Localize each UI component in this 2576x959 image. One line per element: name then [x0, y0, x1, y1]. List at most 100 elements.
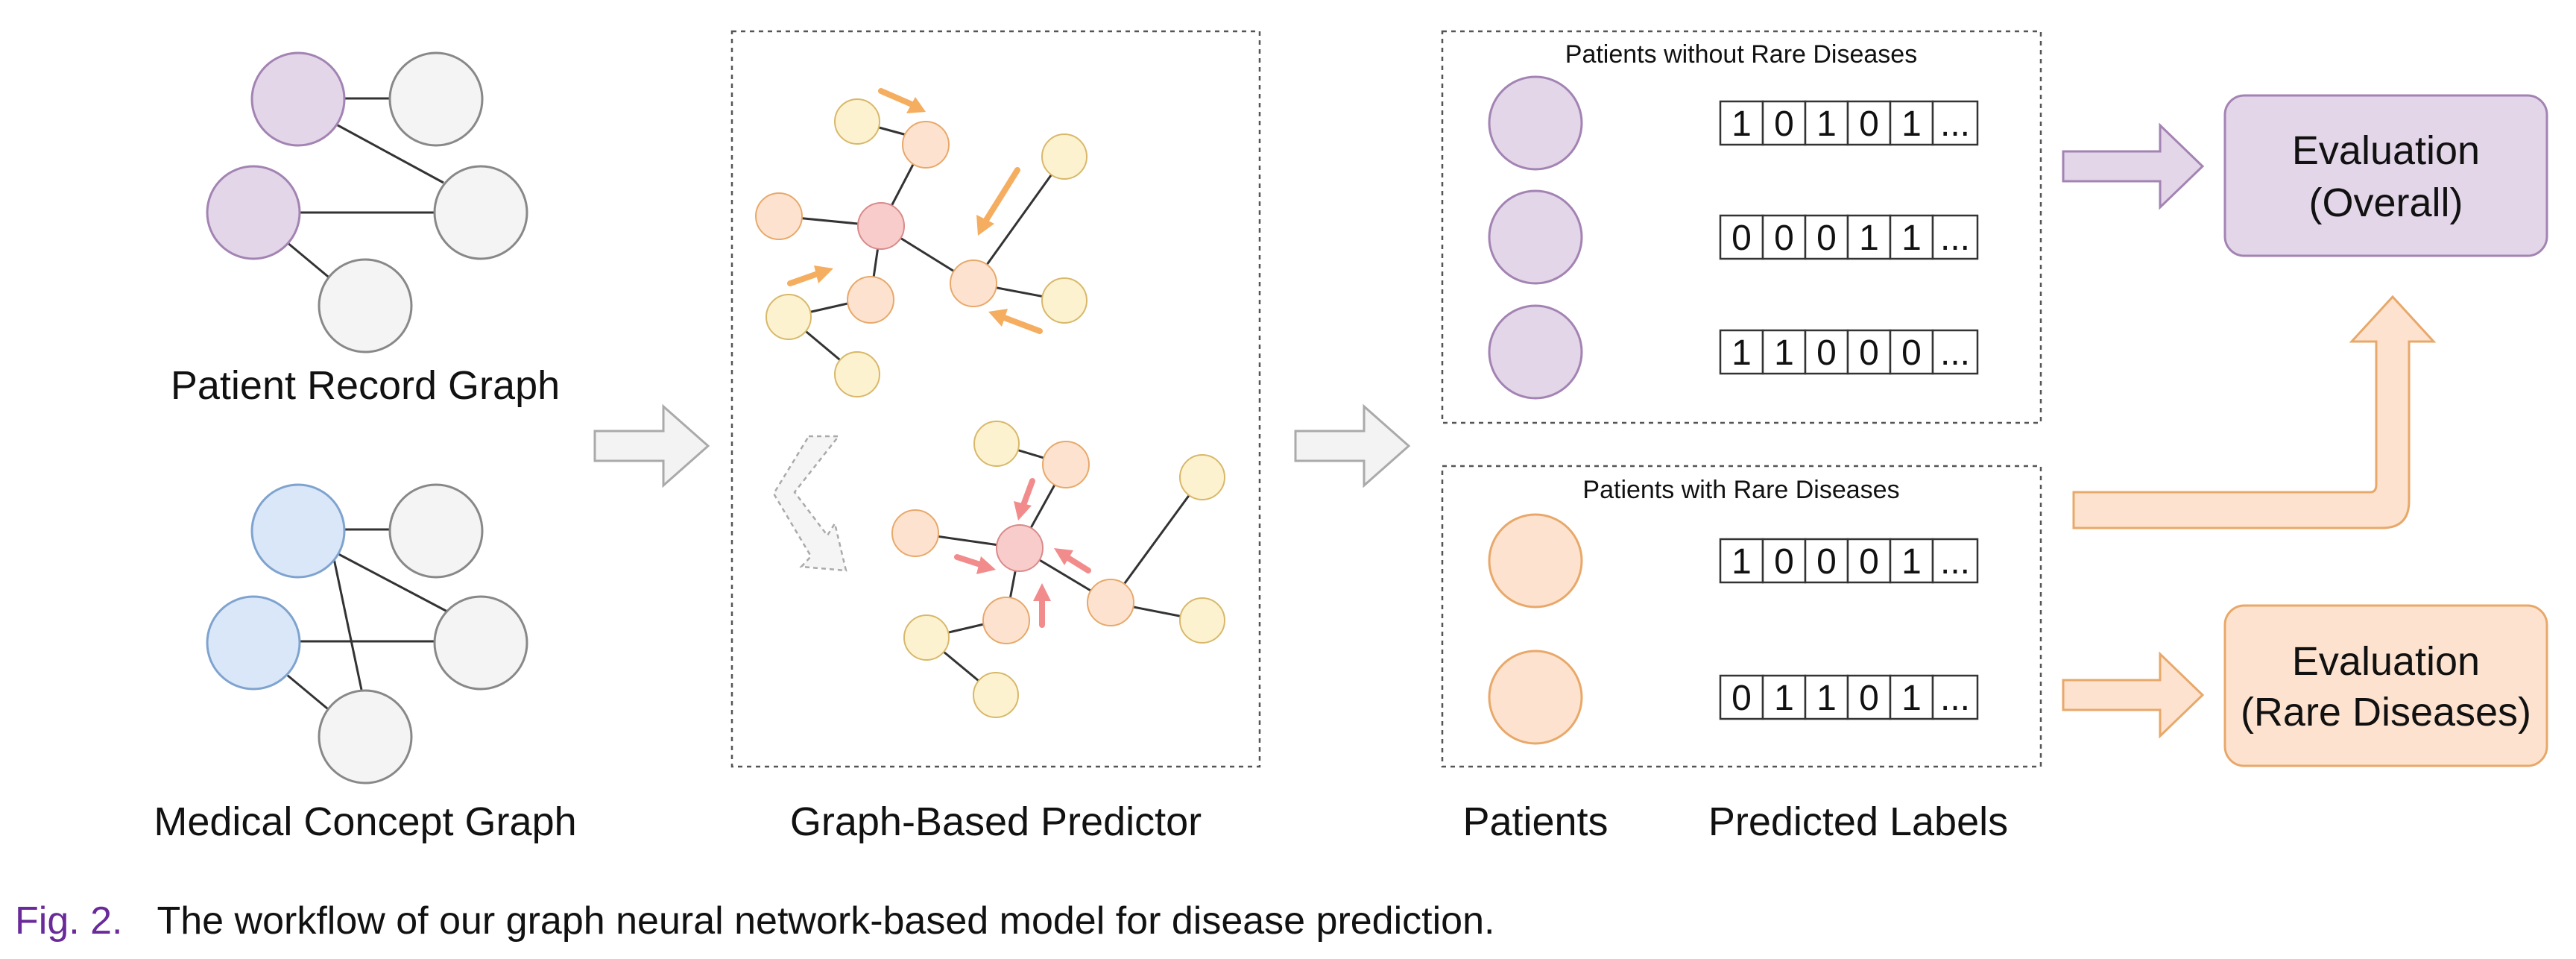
label-cell	[1804, 214, 1849, 260]
label-value: 1	[1816, 679, 1837, 718]
label-cell	[1804, 674, 1849, 720]
label-cell	[1761, 674, 1807, 720]
label-value: 1	[1816, 104, 1837, 144]
patient-record-graph	[206, 51, 528, 353]
label-vector-row: 0 0 0 1 1...	[1719, 214, 1979, 260]
record-node	[388, 483, 484, 579]
label-value: 0	[1731, 218, 1752, 258]
label-value: 0	[1774, 104, 1794, 144]
patient-avatar	[1488, 75, 1583, 171]
center-node	[857, 202, 905, 250]
label-value: 1	[1901, 542, 1922, 582]
right-arrow-icon	[2062, 651, 2205, 739]
record-node	[433, 595, 528, 691]
record-node	[433, 165, 528, 260]
label-value: 1	[1731, 104, 1752, 144]
label-value: 0	[1816, 333, 1837, 373]
predictor-graph-top	[755, 98, 1087, 397]
patients-label: Patients	[1462, 799, 1608, 844]
label-value: ...	[1940, 104, 1970, 144]
node	[950, 260, 997, 307]
label-value: ...	[1940, 542, 1970, 582]
label-value: 1	[1774, 333, 1794, 373]
label-value: 1	[1731, 542, 1752, 582]
label-cell	[1931, 538, 1979, 584]
node	[1087, 579, 1134, 626]
evaluation-overall-box	[2223, 94, 2548, 257]
label-cell	[1719, 329, 1764, 375]
node	[982, 597, 1030, 644]
label-cell	[1719, 538, 1764, 584]
node	[902, 121, 950, 169]
node	[847, 276, 894, 324]
label-vector-row: 1 1 0 0 0...	[1719, 329, 1979, 375]
node	[1042, 441, 1090, 488]
label-value: ...	[1940, 679, 1970, 718]
label-vectors-with-rare: 1 0 0 0 1 ...0 1 1 0 1...	[1719, 538, 1979, 720]
medical-concept-graph-label: Medical Concept Graph	[154, 799, 576, 844]
patient-node	[206, 165, 301, 260]
label-vectors-without-rare: 1 0 1 0 1 ...0 0 0 1 1 ...1 1 0 0 0...	[1719, 100, 1979, 375]
label-value: 1	[1731, 333, 1752, 373]
without-rare-box	[1441, 30, 2042, 424]
message-arrows-bottom	[954, 478, 1091, 628]
patient-avatar	[1488, 189, 1583, 285]
label-cell	[1846, 674, 1892, 720]
node	[973, 672, 1019, 718]
node	[903, 614, 950, 661]
label-value: 0	[1859, 679, 1879, 718]
label-value: 0	[1901, 333, 1922, 373]
label-value: 0	[1774, 542, 1794, 582]
evaluation-rare-subtitle: (Rare Diseases)	[2241, 690, 2531, 735]
label-value: 0	[1859, 542, 1879, 582]
label-cell	[1846, 214, 1892, 260]
label-cell	[1931, 329, 1979, 375]
patient-avatar	[1488, 513, 1583, 609]
label-vector-row: 0 1 1 0 1...	[1719, 674, 1979, 720]
message-arrows-top	[787, 88, 1043, 334]
without-rare-title: Patients without Rare Diseases	[1565, 40, 1917, 69]
record-node	[388, 51, 484, 147]
record-node	[318, 258, 413, 353]
label-cell	[1889, 329, 1934, 375]
label-vector-row: 1 0 1 0 1...	[1719, 100, 1979, 146]
evaluation-rare-box	[2223, 604, 2548, 767]
label-cell	[1761, 214, 1807, 260]
label-value: 0	[1859, 104, 1879, 144]
label-cell	[1889, 214, 1934, 260]
evaluation-overall-subtitle: (Overall)	[2308, 180, 2463, 225]
right-arrow-icon	[1294, 403, 1411, 488]
node	[765, 294, 812, 340]
node	[1179, 454, 1225, 500]
label-cell	[1889, 674, 1934, 720]
label-value: 0	[1816, 542, 1837, 582]
label-value: 0	[1859, 333, 1879, 373]
label-value: 1	[1859, 218, 1879, 258]
patient-avatar	[1488, 650, 1583, 745]
concept-node	[250, 483, 346, 579]
patient-avatar	[1488, 304, 1583, 400]
label-cell	[1931, 214, 1979, 260]
node	[1041, 133, 1087, 180]
label-value: 1	[1901, 104, 1922, 144]
node	[755, 192, 803, 240]
label-value: 1	[1901, 218, 1922, 258]
predicted-labels-label: Predicted Labels	[1708, 799, 2008, 844]
label-value: 1	[1774, 679, 1794, 718]
center-node	[996, 524, 1044, 572]
label-cell	[1719, 214, 1764, 260]
label-value: 0	[1816, 218, 1837, 258]
right-arrow-icon	[593, 403, 710, 488]
medical-concept-graph	[206, 483, 528, 785]
node	[973, 421, 1020, 467]
node	[834, 351, 880, 397]
record-node	[318, 689, 413, 785]
label-cell	[1804, 100, 1849, 146]
label-cell	[1931, 674, 1979, 720]
label-cell	[1761, 538, 1807, 584]
label-value: ...	[1940, 333, 1970, 373]
label-cell	[1804, 538, 1849, 584]
up-right-arrow-icon	[2072, 295, 2437, 529]
evaluation-overall-title: Evaluation	[2292, 128, 2480, 173]
predictor-graph-bottom	[891, 421, 1225, 718]
